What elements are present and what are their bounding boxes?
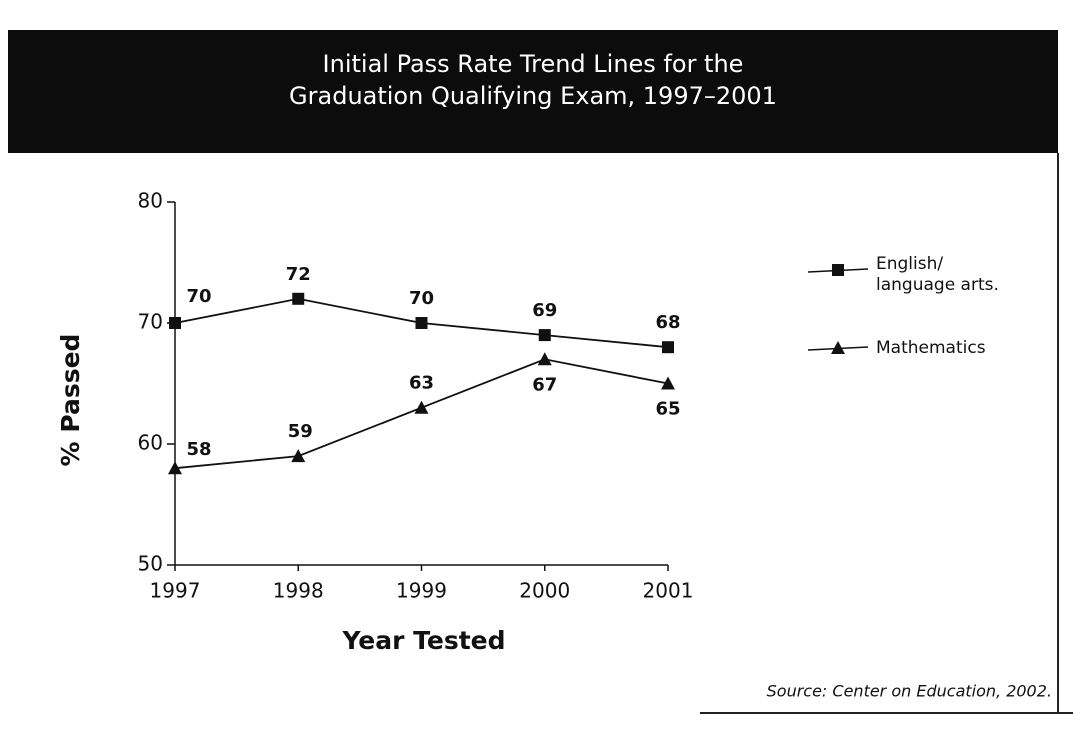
data-label: 70 [409,288,434,309]
data-label: 58 [186,439,211,460]
marker [292,292,305,305]
y-tick-label: 50 [138,552,163,576]
data-label: 67 [532,374,557,395]
marker [662,341,674,354]
x-tick-label: 2000 [519,579,570,603]
marker [414,400,429,414]
data-label: 69 [532,300,557,321]
marker [168,461,182,475]
x-axis-title: Year Tested [341,626,505,655]
x-tick-label: 1998 [273,579,324,603]
data-label: 59 [288,421,313,442]
y-axis-title: % Passed [56,334,85,467]
marker [169,317,181,329]
chart-title: Initial Pass Rate Trend Lines for the Gr… [289,50,777,110]
header-band [8,30,1058,153]
marker [415,317,428,329]
data-label: 68 [655,312,680,333]
marker [537,352,552,366]
data-label: 65 [655,399,680,420]
legend-label: Mathematics [876,338,986,358]
data-label: 70 [186,286,211,307]
x-tick-label: 2001 [643,579,694,603]
data-label: 63 [409,373,434,394]
y-tick-label: 70 [138,310,163,334]
marker [538,329,551,342]
marker [831,341,845,354]
legend-label: English/ language arts. [876,254,999,295]
y-tick-label: 60 [138,431,163,455]
y-tick-label: 80 [138,189,163,213]
x-tick-label: 1997 [150,579,201,603]
marker [291,449,306,463]
source: Source: Center on Education, 2002. [767,682,1052,701]
marker [661,376,675,390]
data-label: 72 [286,264,311,285]
marker [832,264,844,276]
x-tick-label: 1999 [396,579,447,603]
